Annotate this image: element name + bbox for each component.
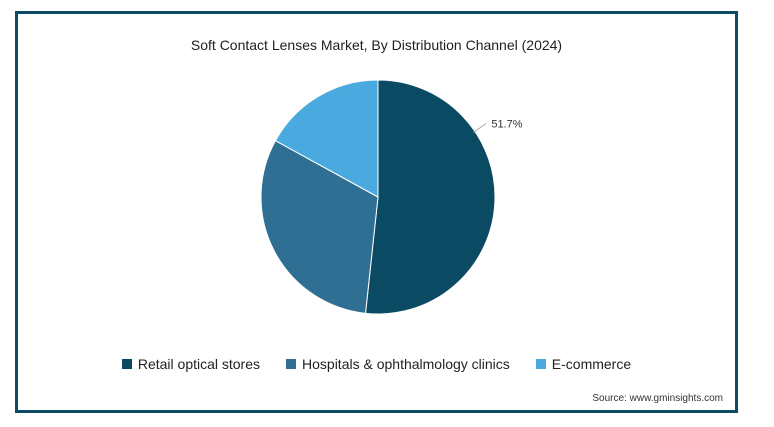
legend-swatch xyxy=(535,359,546,369)
pie-slice-2 xyxy=(274,79,379,198)
chart-frame: Soft Contact Lenses Market, By Distribut… xyxy=(15,11,738,413)
source-note: Source: www.gminsights.com xyxy=(592,393,723,404)
legend-item-hospitals: Hospitals & ophthalmology clinics xyxy=(286,356,510,372)
legend-item-ecommerce: E-commerce xyxy=(535,356,632,372)
legend-label: Retail optical stores xyxy=(137,356,261,372)
legend-swatch xyxy=(121,359,132,369)
pie-chart: 51.7% xyxy=(260,79,523,315)
pie-slice-0 xyxy=(364,79,496,315)
legend-label: Hospitals & ophthalmology clinics xyxy=(302,356,510,372)
legend-swatch xyxy=(286,359,297,369)
legend-item-retail: Retail optical stores xyxy=(121,356,261,372)
legend: Retail optical stores Hospitals & ophtha… xyxy=(18,356,735,372)
pie-slice-1 xyxy=(260,139,379,314)
legend-label: E-commerce xyxy=(551,356,632,372)
chart-title: Soft Contact Lenses Market, By Distribut… xyxy=(190,37,563,53)
data-label: 51.7% xyxy=(491,118,522,130)
data-label-leader xyxy=(472,123,487,133)
